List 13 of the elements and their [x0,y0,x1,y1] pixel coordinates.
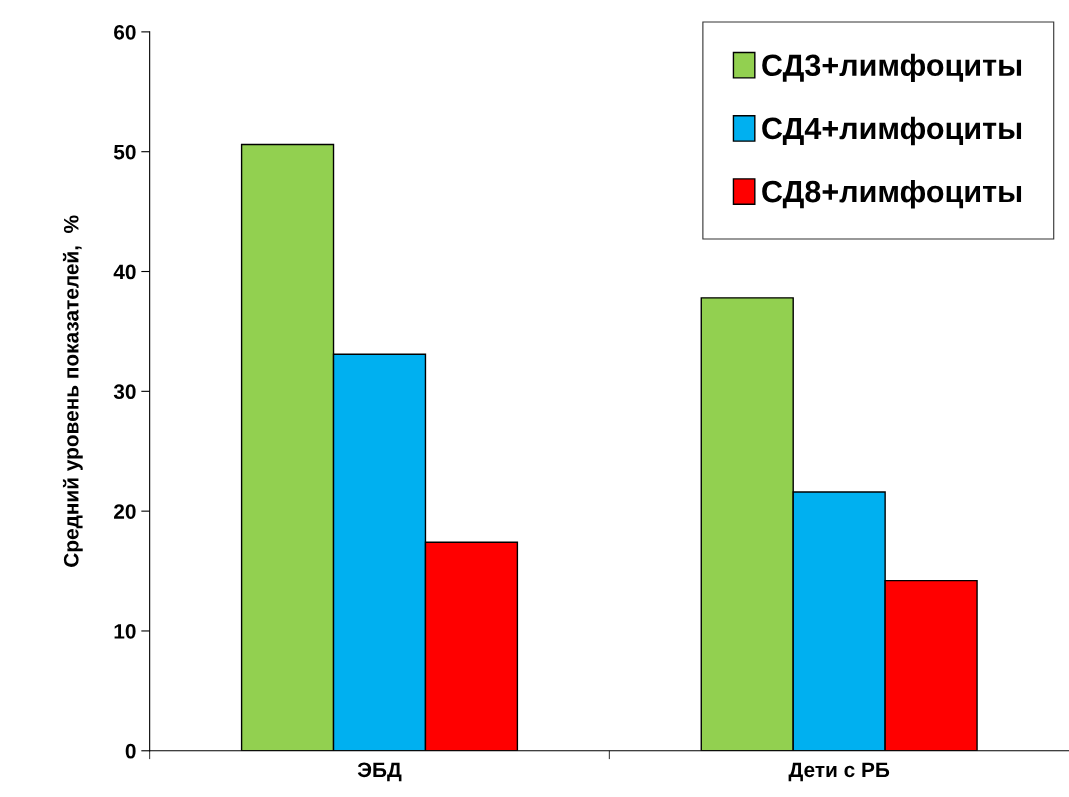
y-tick-label: 40 [113,264,136,280]
y-axis-title: Средний уровень показателей, % [62,215,83,567]
y-tick-label: 10 [114,623,136,639]
x-tick-label: Дети с РБ [788,762,890,782]
legend-label: СД4+лимфоциты [762,116,1022,146]
y-tick-label: 20 [114,504,136,519]
x-tick-label: ЭБД [357,762,402,782]
y-tick-label: 0 [125,743,136,759]
y-tick-label: 50 [113,144,136,160]
y-tick-label: 60 [114,24,136,40]
legend-label: СД3+лимфоциты [762,53,1022,83]
legend-label: СД8+лимфоциты [762,179,1022,209]
y-tick-label: 30 [113,384,136,400]
